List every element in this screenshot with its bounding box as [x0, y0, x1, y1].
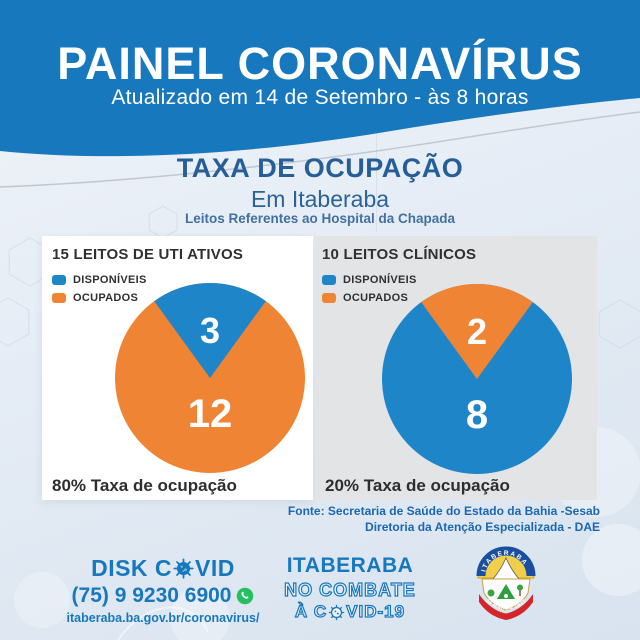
campaign-text-pre: À C	[294, 601, 328, 621]
uti-beds-card: 15 LEITOS DE UTI ATIVOS DISPONÍVEIS OCUP…	[42, 236, 313, 500]
itaberaba-crest: ITABERABA 24 MARÇO 1877	[476, 546, 536, 620]
header-background	[0, 0, 640, 157]
available-legend-swatch	[322, 275, 336, 285]
campaign-block: ITABERABA NO COMBATE À C VID-19	[275, 554, 425, 622]
clinical-card-title: 10 LEITOS CLÍNICOS	[322, 246, 477, 263]
uti-card-title: 15 LEITOS DE UTI ATIVOS	[52, 246, 244, 263]
occupied-legend-label: OCUPADOS	[343, 292, 409, 304]
uti-pie-chart	[115, 282, 305, 473]
uti-available-value: 3	[199, 310, 221, 351]
header-accent-line	[0, 111, 640, 188]
clinical-occupancy-caption: 20% Taxa de ocupação	[325, 476, 510, 495]
coronavirus-url[interactable]: itaberaba.ba.gov.br/coronavirus/	[66, 611, 260, 625]
virus-outline-icon	[328, 604, 345, 620]
virus-icon	[173, 557, 194, 579]
campaign-slogan: NO COMBATE	[284, 579, 416, 600]
disk-covid-label: DISK C VID	[55, 554, 271, 581]
update-timestamp: Atualizado em 14 de Setembro - às 8 hora…	[111, 86, 529, 109]
pie-wedge-slice	[154, 282, 266, 378]
source-line-1: Fonte: Secretaria de Saúde do Estado da …	[287, 504, 600, 518]
campaign-covid-line: À C VID-19	[275, 601, 425, 622]
available-legend-swatch	[52, 275, 66, 285]
page-title: PAINEL CORONAVÍRUS	[57, 38, 583, 89]
disk-covid-text-post: VID	[195, 554, 235, 581]
available-legend-label: DISPONÍVEIS	[343, 274, 417, 286]
legend-available: DISPONÍVEIS	[322, 274, 417, 286]
phone-line: (75) 9 9230 6900	[55, 584, 271, 608]
legend-occupied: OCUPADOS	[322, 292, 408, 304]
occupied-legend-swatch	[322, 293, 336, 303]
campaign-city: ITABERABA	[286, 554, 414, 577]
phone-number: (75) 9 9230 6900	[71, 584, 232, 607]
header-banner	[0, 0, 640, 188]
data-source: Fonte: Secretaria de Saúde do Estado da …	[288, 504, 600, 535]
background-hex-line	[376, 118, 377, 232]
occupied-legend-swatch	[52, 293, 66, 303]
legend-occupied: OCUPADOS	[52, 292, 138, 304]
clinical-available-value: 8	[465, 393, 489, 437]
campaign-text-post: VID-19	[346, 601, 406, 621]
section-title: TAXA DE OCUPAÇÃO	[176, 153, 464, 183]
clinical-occupied-value: 2	[466, 311, 488, 352]
pie-wedge-slice	[421, 283, 533, 379]
section-subtitle: Em Itaberaba	[250, 186, 390, 212]
uti-occupied-value: 12	[187, 392, 233, 436]
clinical-pie-chart	[382, 283, 572, 474]
whatsapp-icon[interactable]	[236, 587, 254, 605]
available-legend-label: DISPONÍVEIS	[73, 274, 147, 286]
clinical-beds-card: 10 LEITOS CLÍNICOS DISPONÍVEIS OCUPADOS …	[315, 236, 597, 500]
legend-available: DISPONÍVEIS	[52, 274, 147, 286]
section-note: Leitos Referentes ao Hospital da Chapada	[184, 211, 456, 226]
disk-covid-text-pre: DISK C	[91, 554, 173, 581]
uti-occupancy-caption: 80% Taxa de ocupação	[52, 476, 237, 495]
source-line-2: Diretoria da Atenção Especializada - DAE	[365, 519, 600, 534]
occupied-legend-label: OCUPADOS	[73, 292, 139, 304]
disk-covid-block: DISK C VID (75) 9 9230 6900	[55, 554, 271, 626]
